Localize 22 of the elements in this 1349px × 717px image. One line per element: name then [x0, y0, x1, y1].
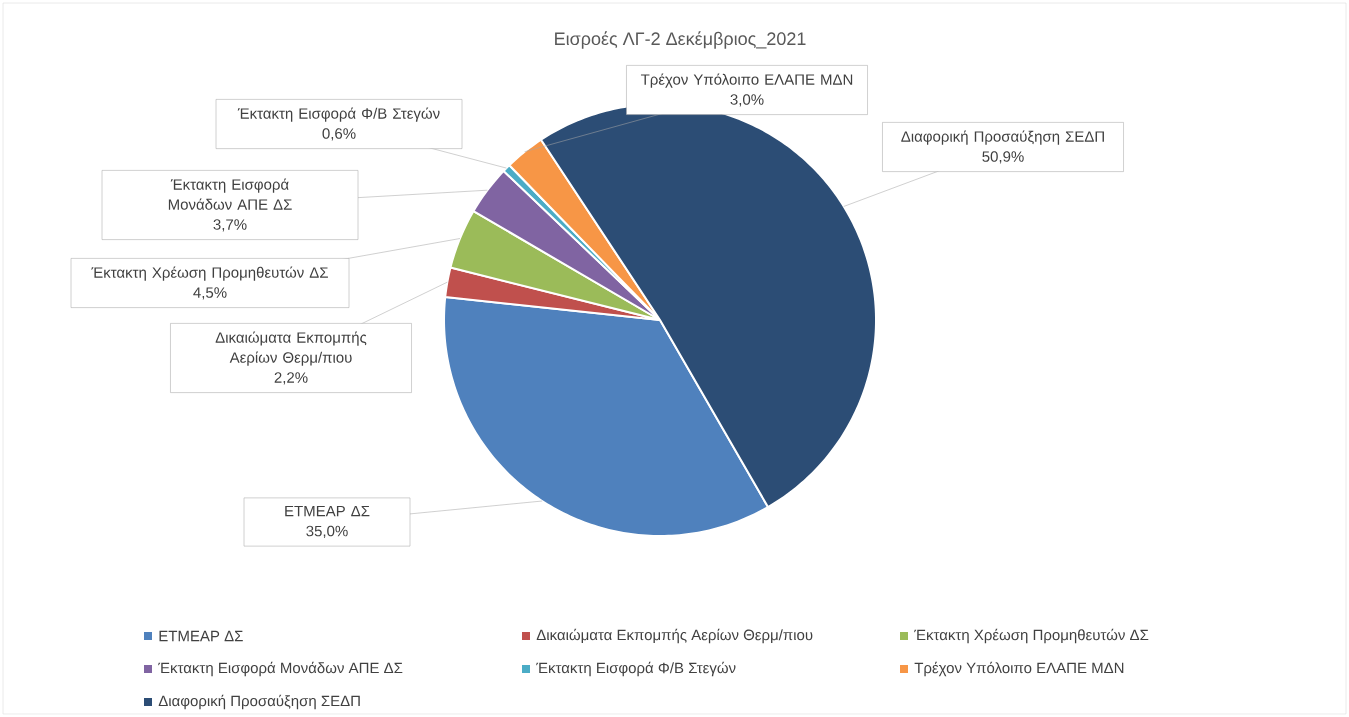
legend-label: Έκτακτη Χρέωση Προμηθευτών ΔΣ — [914, 628, 1149, 644]
slice-label: Έκτακτη Χρέωση Προμηθευτών ΔΣ — [91, 266, 328, 281]
legend-label: Έκτακτη Εισφορά Φ/Β Στεγών — [536, 661, 736, 677]
data-label: 35,0% — [306, 525, 348, 539]
legend-label: Τρέχον Υπόλοιπο ΕΛΑΠΕ ΜΔΝ — [914, 661, 1124, 677]
slice-label: Δικαιώματα Εκπομπής Αερίων Θερμ/πιου — [215, 331, 367, 366]
legend-label: Δικαιώματα Εκπομπής Αερίων Θερμ/πιου — [536, 628, 813, 644]
data-label: 3,0% — [730, 94, 764, 107]
data-label: 3,7% — [213, 219, 247, 232]
legend-label: Έκτακτη Εισφορά Μονάδων ΑΠΕ ΔΣ — [158, 661, 403, 677]
slice-label: Διαφορική Προσαύξηση ΣΕΔΠ — [901, 130, 1104, 145]
slice-label: Έκτακτη Εισφορά Φ/Β Στεγών — [237, 107, 440, 122]
chart-title: Εισροές ΛΓ-2 Δεκέμβριος_2021 — [555, 31, 806, 49]
data-label: 50,9% — [982, 151, 1024, 164]
data-label: 4,5% — [193, 287, 227, 300]
slice-label: Τρέχον Υπόλοιπο ΕΛΑΠΕ ΜΔΝ — [640, 73, 853, 88]
legend-label: ΕΤΜΕΑΡ ΔΣ — [159, 630, 243, 642]
data-label: 2,2% — [274, 372, 308, 385]
legend-label: Διαφορική Προσαύξηση ΣΕΔΠ — [158, 694, 360, 710]
data-label: 0,6% — [322, 128, 356, 141]
slice-label: Έκτακτη Εισφορά Μονάδων ΑΠΕ ΔΣ — [168, 178, 292, 210]
slice-label: ΕΤΜΕΑΡ ΔΣ — [285, 505, 370, 517]
